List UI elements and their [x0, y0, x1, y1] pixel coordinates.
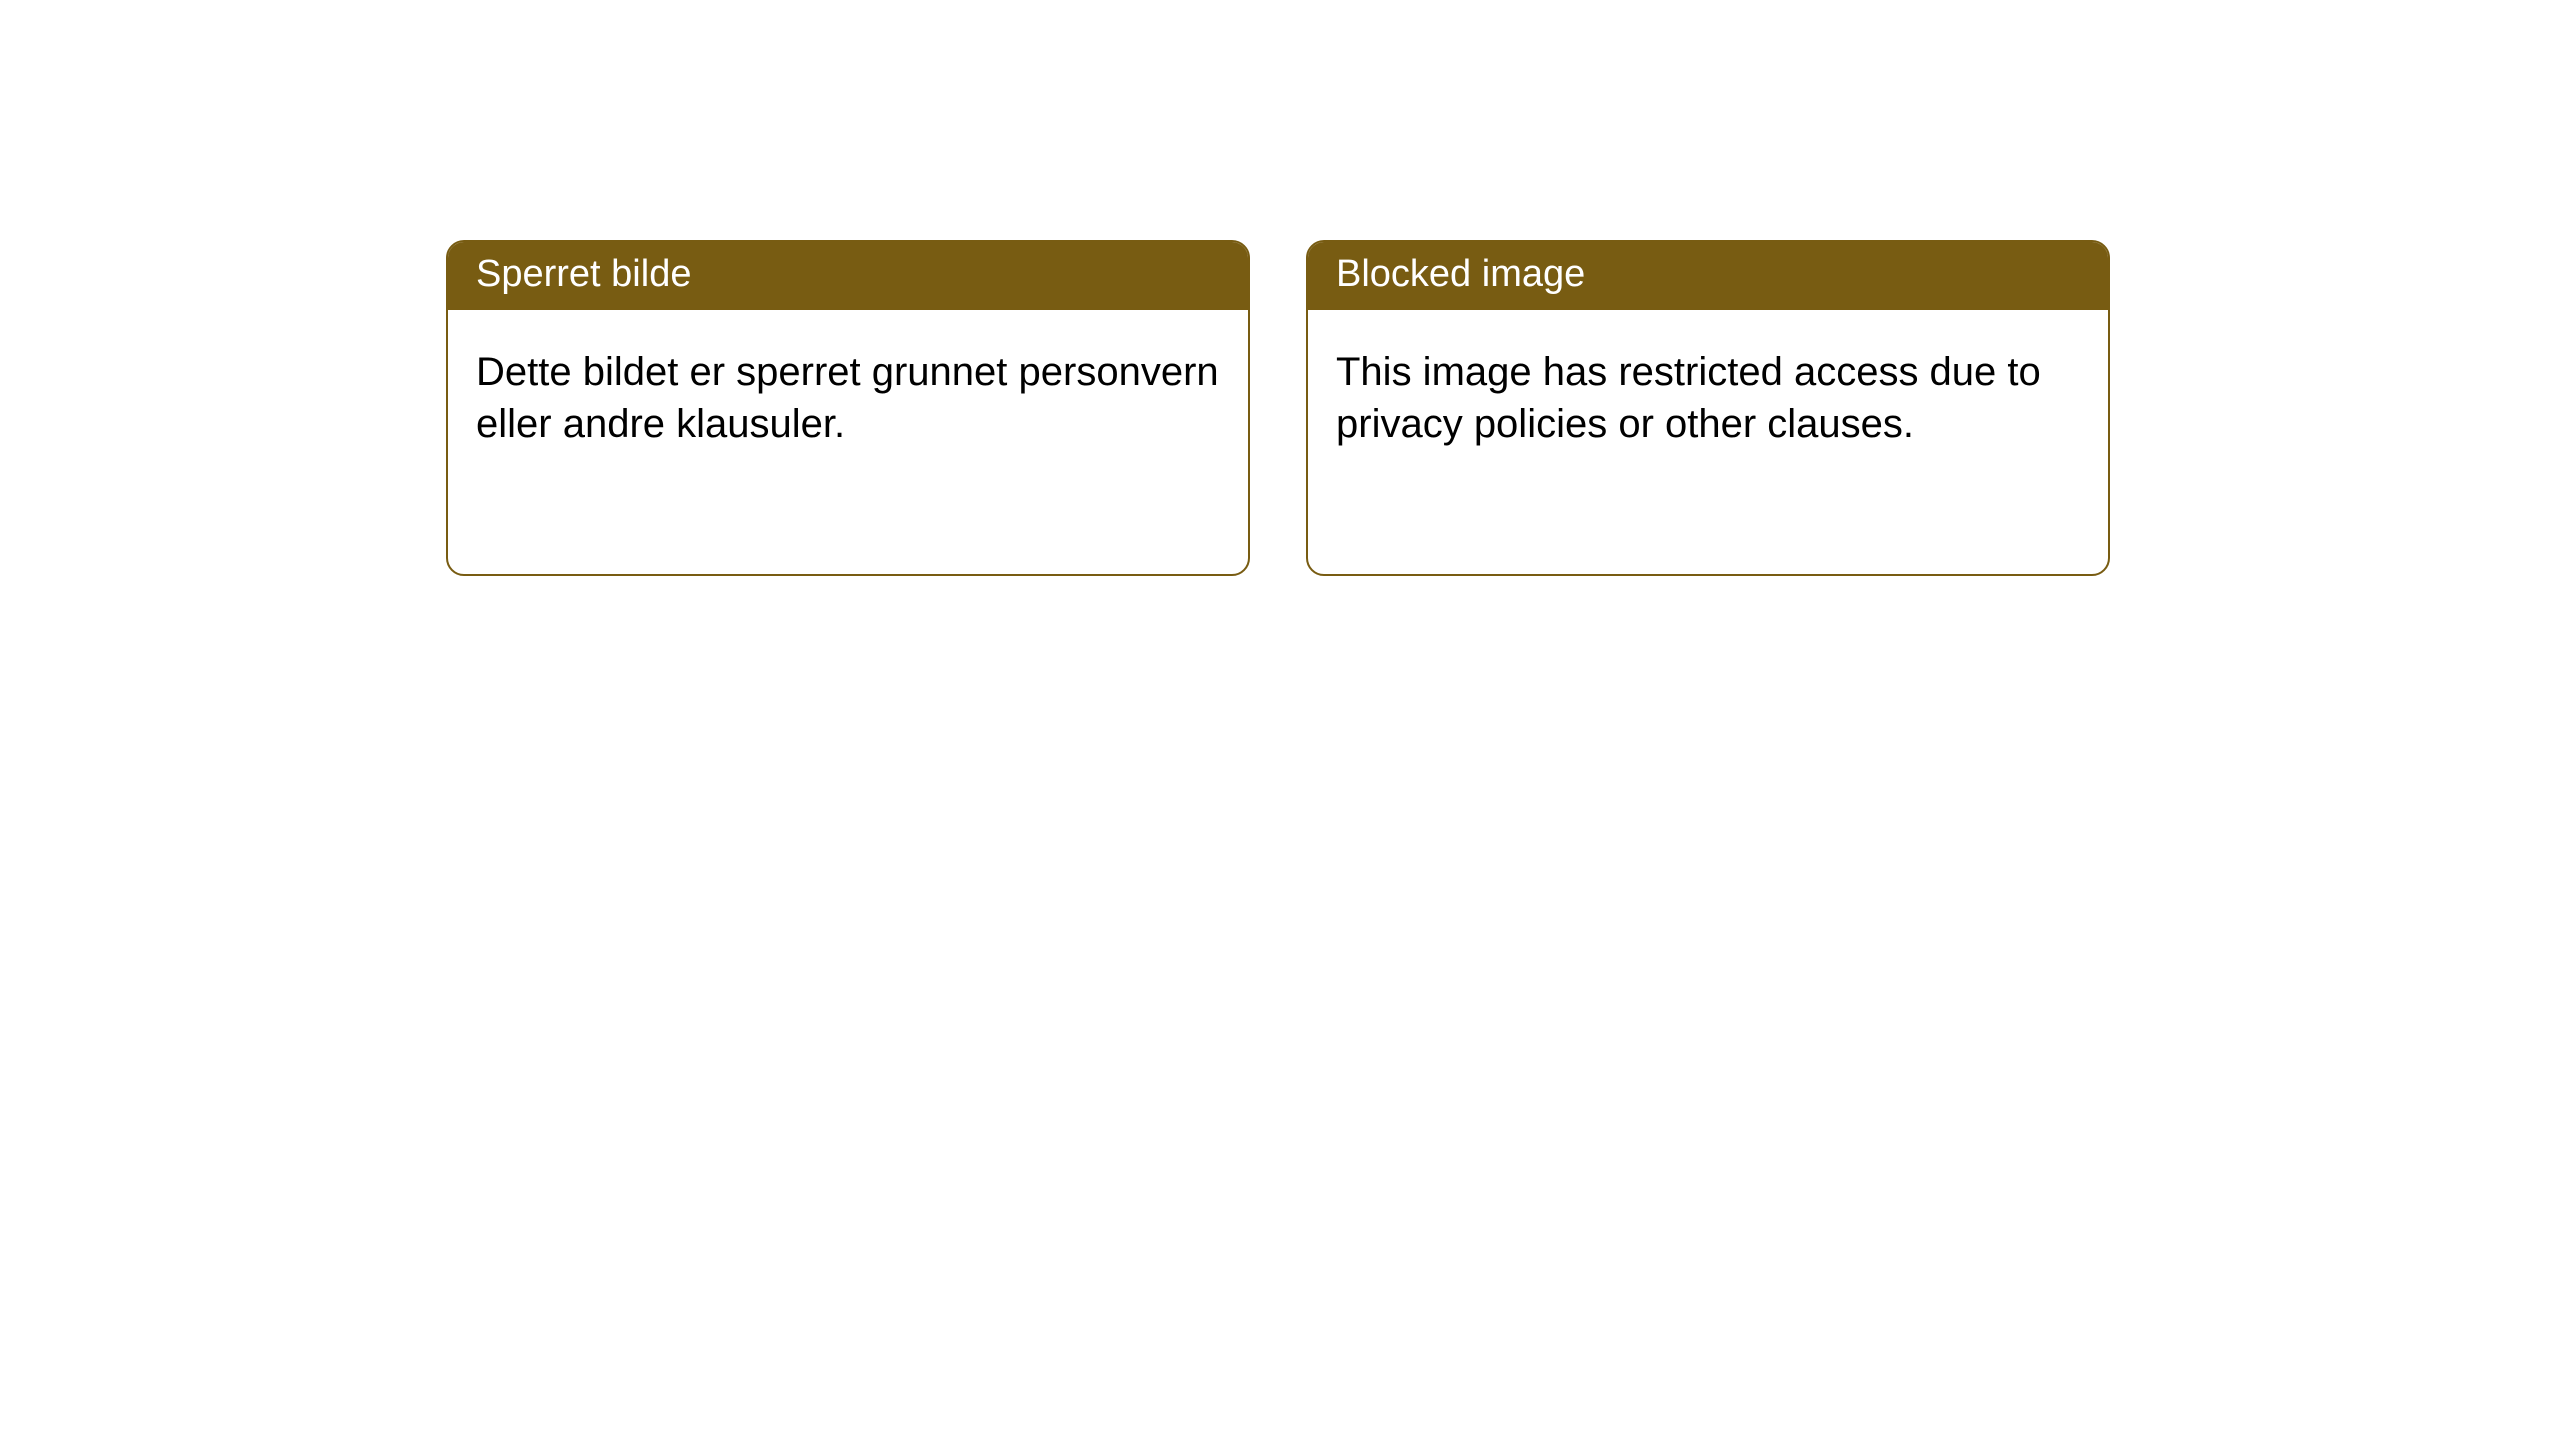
card-body: Dette bildet er sperret grunnet personve… [448, 310, 1248, 480]
card-title: Blocked image [1308, 242, 2108, 310]
card-body: This image has restricted access due to … [1308, 310, 2108, 480]
notice-card-norwegian: Sperret bilde Dette bildet er sperret gr… [446, 240, 1250, 576]
notice-container: Sperret bilde Dette bildet er sperret gr… [0, 0, 2560, 576]
notice-card-english: Blocked image This image has restricted … [1306, 240, 2110, 576]
card-title: Sperret bilde [448, 242, 1248, 310]
